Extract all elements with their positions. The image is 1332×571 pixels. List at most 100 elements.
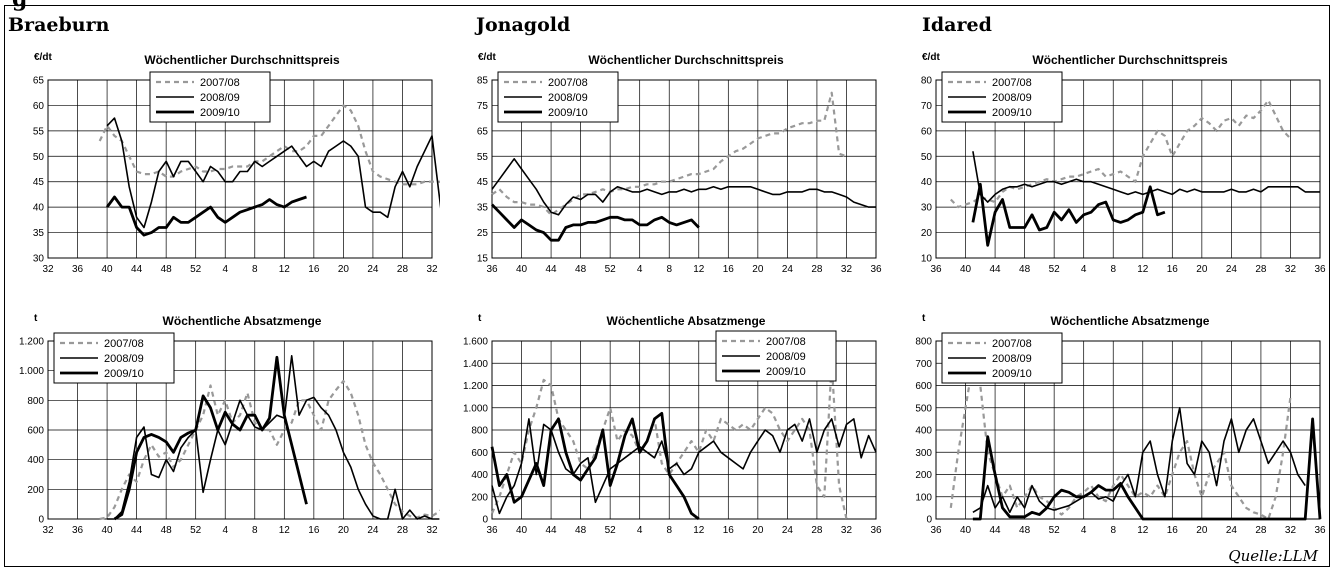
x-tick-label: 36 (930, 264, 942, 275)
plot-area (47, 340, 433, 520)
x-tick-label: 32 (42, 264, 54, 275)
x-tick-label: 12 (1137, 525, 1149, 536)
legend-label: 2008/09 (766, 351, 806, 363)
x-tick-label: 24 (1226, 525, 1238, 536)
legend-label: 2008/09 (992, 353, 1032, 365)
x-tick-label: 4 (637, 264, 643, 275)
series-line-2009-10 (490, 203, 700, 242)
x-tick-label: 8 (252, 264, 258, 275)
x-tick-label: 36 (72, 525, 84, 536)
y-tick-label: 1.000 (463, 403, 488, 414)
series-line-2008-09 (972, 151, 1320, 203)
chart-idared-volume: 36 40 44 48 52 4 8 12 16 20 24 28 32 3601002003004005… (915, 313, 1326, 536)
series-line-2007-08 (99, 379, 440, 521)
x-tick-label: 36 (870, 264, 882, 275)
series-line-2008-09 (491, 158, 876, 216)
y-tick-label: 20 (921, 228, 933, 239)
source-note: Quelle:LLM (1228, 547, 1318, 565)
legend-label: 2008/09 (200, 92, 240, 104)
x-tick-label: 20 (338, 264, 350, 275)
x-tick-label: 44 (546, 525, 558, 536)
y-tick-label: 1.200 (19, 337, 44, 348)
y-axis-label: t (478, 313, 482, 324)
plot-area (491, 340, 877, 520)
y-axis-label: €/dt (478, 52, 496, 63)
x-tick-label: 12 (693, 264, 705, 275)
y-tick-label: 400 (915, 426, 932, 437)
series-line-2007-08 (490, 362, 848, 520)
x-tick-label: 48 (575, 264, 587, 275)
x-tick-label: 44 (990, 264, 1002, 275)
y-tick-label: 200 (915, 470, 932, 481)
x-tick-label: 28 (811, 264, 823, 275)
y-tick-label: 60 (921, 126, 933, 137)
y-tick-label: 45 (33, 177, 45, 188)
x-tick-label: 40 (516, 525, 528, 536)
chart-braeburn-price: 32 36 40 44 48 52 4 8 12 16 20 24 28 3230354045505560… (33, 52, 440, 275)
series-line-2008-09 (107, 354, 440, 520)
legend-label: 2009/10 (992, 107, 1032, 119)
legend-label: 2009/10 (200, 107, 240, 119)
y-tick-label: 1.000 (19, 366, 44, 377)
legend-label: 2008/09 (548, 92, 588, 104)
series-line-2007-08 (950, 99, 1292, 209)
y-tick-label: 25 (477, 228, 489, 239)
x-tick-label: 40 (516, 264, 528, 275)
x-tick-label: 40 (102, 525, 114, 536)
x-tick-label: 28 (1255, 264, 1267, 275)
x-tick-label: 4 (637, 525, 643, 536)
y-tick-label: 30 (921, 203, 933, 214)
y-tick-label: 200 (471, 492, 488, 503)
x-tick-label: 36 (1314, 264, 1326, 275)
x-tick-label: 4 (222, 525, 228, 536)
y-axis-label: t (922, 313, 926, 324)
x-tick-label: 44 (131, 525, 143, 536)
series-line-2009-10 (490, 411, 700, 521)
x-tick-label: 24 (1226, 264, 1238, 275)
legend-label: 2007/08 (200, 77, 240, 89)
legend-label: 2009/10 (992, 368, 1032, 380)
y-axis-label: €/dt (34, 52, 52, 63)
x-tick-label: 16 (308, 525, 320, 536)
x-tick-label: 48 (161, 264, 173, 275)
legend-label: 2007/08 (548, 77, 588, 89)
x-tick-label: 44 (546, 264, 558, 275)
y-tick-label: 75 (477, 101, 489, 112)
x-tick-label: 24 (782, 264, 794, 275)
series-line-2009-10 (113, 355, 308, 521)
legend-label: 2007/08 (104, 338, 144, 350)
y-tick-label: 800 (471, 426, 488, 437)
y-tick-label: 80 (921, 76, 933, 87)
plot-area (491, 79, 877, 259)
y-tick-label: 40 (921, 177, 933, 188)
x-tick-label: 48 (161, 525, 173, 536)
series-line-2009-10 (971, 182, 1166, 247)
legend-label: 2008/09 (104, 353, 144, 365)
y-tick-label: 35 (33, 228, 45, 239)
series-line-2008-09 (491, 418, 877, 515)
x-tick-label: 20 (752, 264, 764, 275)
y-tick-label: 600 (27, 426, 44, 437)
chart-jonagold-volume: 36 40 44 48 52 4 8 12 16 20 24 28 32 3602004006008001… (463, 313, 882, 536)
x-tick-label: 32 (426, 525, 438, 536)
x-tick-label: 52 (605, 264, 617, 275)
x-tick-label: 8 (666, 525, 672, 536)
x-tick-label: 8 (666, 264, 672, 275)
x-tick-label: 24 (367, 264, 379, 275)
x-tick-label: 52 (190, 264, 202, 275)
x-tick-label: 44 (990, 525, 1002, 536)
y-axis-label: €/dt (922, 52, 940, 63)
x-tick-label: 12 (1137, 264, 1149, 275)
x-tick-label: 52 (190, 525, 202, 536)
y-tick-label: 1.400 (463, 359, 488, 370)
x-tick-label: 20 (338, 525, 350, 536)
x-tick-label: 16 (308, 264, 320, 275)
x-tick-label: 52 (605, 525, 617, 536)
y-tick-label: 1.600 (463, 337, 488, 348)
x-tick-label: 4 (1081, 525, 1087, 536)
legend-label: 2009/10 (104, 368, 144, 380)
x-tick-label: 16 (1167, 264, 1179, 275)
y-tick-label: 35 (477, 203, 489, 214)
y-tick-label: 55 (33, 126, 45, 137)
x-tick-label: 36 (930, 525, 942, 536)
